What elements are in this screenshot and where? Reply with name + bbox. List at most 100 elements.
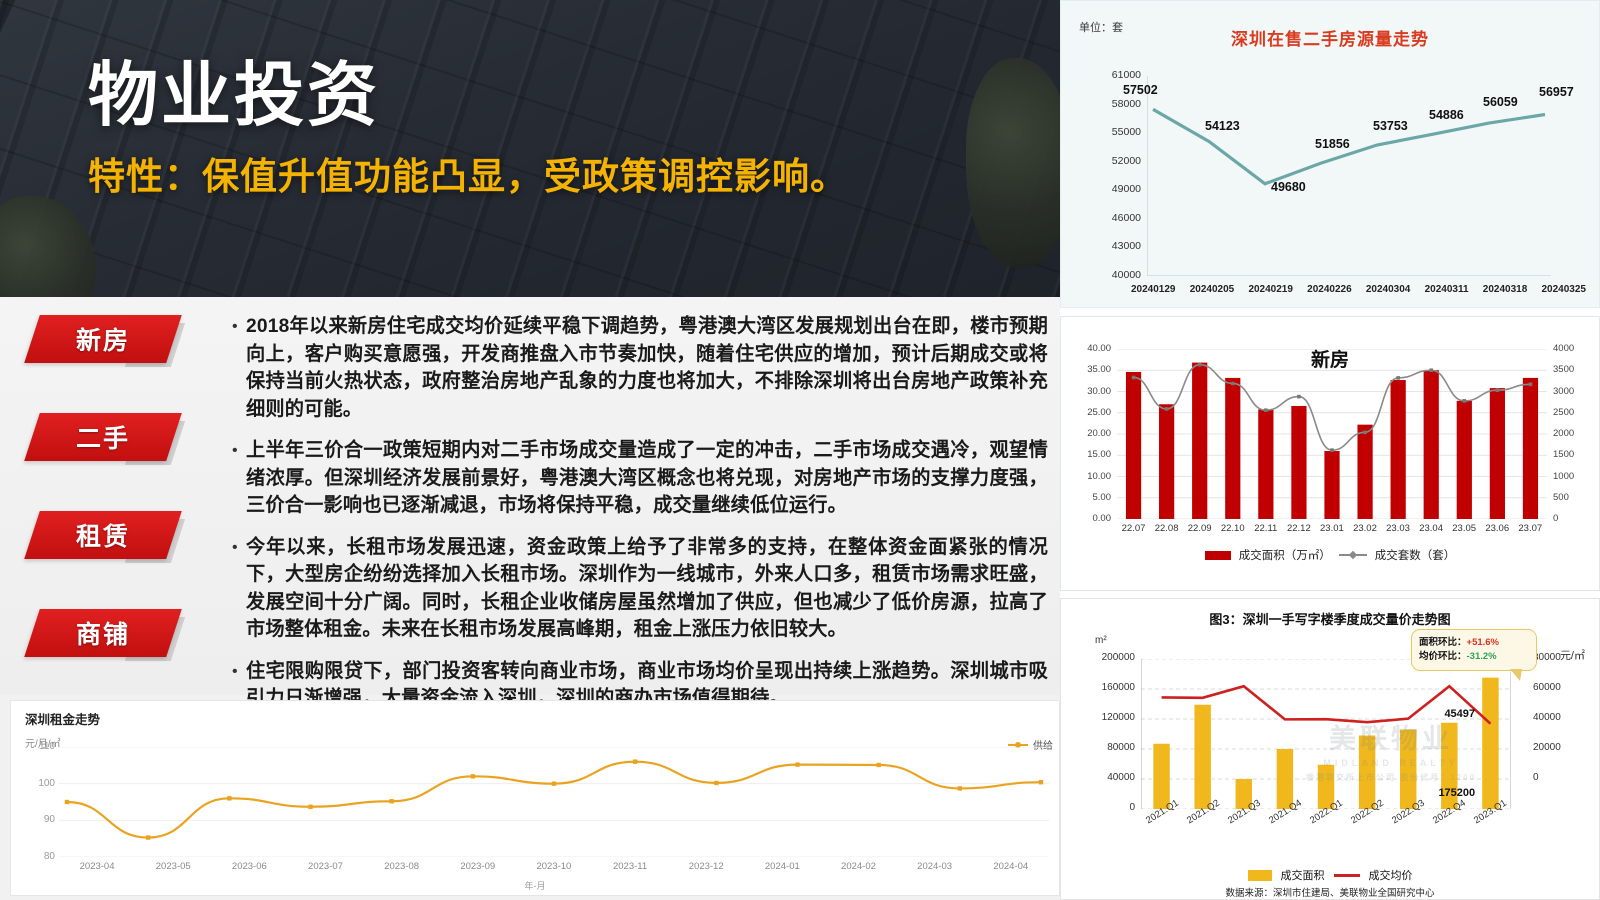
tree-right-decoration (966, 58, 1060, 268)
y-axis-tick-left: 0.00 (1092, 513, 1112, 524)
legend-line-swatch (1008, 741, 1028, 748)
y-axis-tick-left: 10.00 (1087, 470, 1111, 482)
legend-bar-swatch (1204, 550, 1231, 560)
y-axis-tick-left: 20.00 (1087, 428, 1111, 439)
rent-line-svg (59, 747, 1049, 857)
x-axis-tick: 2023-07 (308, 861, 343, 872)
y-axis-tick-right: 20000 (1533, 742, 1561, 753)
data-label: 56059 (1483, 95, 1518, 110)
data-label: 57502 (1123, 83, 1158, 98)
y-axis-tick: 90 (43, 814, 55, 826)
y-axis-tick-left: 80000 (1107, 742, 1135, 753)
x-axis-tick: 20240318 (1482, 284, 1528, 295)
callout-row-price: 均价环比：-31.2% (1419, 650, 1529, 664)
legend-label-price: 成交均价 (1368, 870, 1413, 882)
data-label: 53753 (1373, 119, 1408, 134)
hero-overlay (0, 0, 1060, 297)
x-axis-tick: 23.03 (1386, 523, 1410, 534)
bullet-marker-icon: • (232, 538, 238, 556)
x-axis-tick: 22.11 (1254, 523, 1278, 534)
chart-title: 深圳租金走势 (25, 713, 101, 727)
callout-row-area: 面积环比：+51.6% (1419, 636, 1529, 650)
x-axis-title: 年-月 (524, 881, 546, 891)
tag-label: 二手 (75, 425, 130, 453)
y-axis-tick: 110 (39, 741, 55, 752)
tag-item-rental[interactable]: 租赁 (0, 505, 218, 603)
y-axis-tick: 80 (43, 851, 55, 862)
chart-legend[interactable]: 成交面积 成交均价 (1061, 867, 1599, 883)
bullet-marker-icon: • (232, 442, 238, 459)
bar-series (1153, 677, 1499, 809)
price-line-series (1161, 684, 1492, 725)
callout-area-label: 面积环比： (1419, 637, 1467, 648)
office-combo-svg (1141, 659, 1511, 809)
legend-label-area: 成交面积 (1280, 870, 1325, 882)
x-axis-tick: 23.06 (1485, 523, 1510, 534)
bullet-list: • 2018年以来新房住宅成交均价延续平稳下调趋势，粤港澳大湾区发展规划出台在即… (228, 313, 1048, 727)
x-axis-tick: 23.04 (1419, 523, 1443, 534)
chart-plot-area (1117, 349, 1547, 519)
tag-label: 商铺 (75, 621, 130, 649)
x-axis-tick: 2024-01 (764, 861, 800, 872)
category-tag-list: 新房 二手 租赁 商铺 (0, 309, 218, 701)
legend-label-area: 成交面积（万㎡） (1238, 550, 1331, 562)
y-axis-tick-right: 4000 (1553, 343, 1575, 354)
chart-source-note: 数据来源：深圳市住建局、美联物业全国研究中心 (1225, 888, 1435, 899)
page-subtitle: 特性：保值升值功能凸显，受政策调控影响。 (88, 156, 848, 198)
left-column: 物业投资 特性：保值升值功能凸显，受政策调控影响。 新房 二手 (0, 0, 1060, 900)
y-axis-tick: 58000 (1111, 97, 1141, 110)
y-axis-tick-right: 1000 (1553, 470, 1575, 482)
chart-title: 深圳在售二手房源量走势 (1231, 30, 1429, 49)
x-axis-tick: 2023-08 (384, 861, 420, 872)
rent-line-series (66, 760, 1042, 839)
office-quarterly-chart: 图3：深圳一手写字楼季度成交量价走势图 m² 元/㎡ 200000 160000 1… (1060, 598, 1600, 900)
chart-y-unit-label: 元/月/㎡ (25, 739, 61, 750)
y-axis-tick-right: 0 (1533, 772, 1539, 783)
list-item: • 上半年三价合一政策短期内对二手市场成交量造成了一定的冲击，二手市场成交遇冷，… (228, 437, 1048, 520)
x-axis-labels: 2023-04 2023-05 2023-06 2023-07 2023-08 2023-… (59, 861, 1049, 872)
x-axis-tick: 20240129 (1131, 284, 1176, 295)
listings-line-series (1152, 107, 1546, 186)
y-axis-tick-left: 120000 (1101, 712, 1135, 723)
y-axis-tick-right: 80000 (1533, 652, 1561, 663)
y-axis-tick: 61000 (1111, 69, 1141, 81)
x-axis-tick: 2024-04 (993, 861, 1029, 872)
y-axis-tick-right: 3500 (1553, 364, 1575, 376)
rent-data-points (64, 759, 1044, 840)
unit-label-right: 元/㎡ (1559, 650, 1585, 662)
x-axis-tick: 23.05 (1452, 523, 1477, 534)
x-axis-tick: 20240219 (1248, 284, 1293, 295)
unit-label-left: m² (1095, 635, 1107, 646)
x-axis-tick: 20240311 (1424, 284, 1469, 295)
hero-text-block: 物业投资 特性：保值升值功能凸显，受政策调控影响。 (88, 58, 848, 200)
y-axis-tick: 52000 (1111, 154, 1141, 167)
tag-item-shop[interactable]: 商铺 (0, 603, 218, 701)
data-label: 54886 (1429, 108, 1464, 123)
chart-plot-area (59, 747, 1049, 857)
x-axis-tick: 2023-11 (612, 861, 648, 872)
x-axis-tick: 20240205 (1189, 284, 1235, 295)
chart-gridlines (59, 747, 1049, 857)
y-axis-tick-left: 5.00 (1092, 491, 1112, 503)
x-axis-tick: 2023-12 (688, 861, 724, 872)
y-axis-tick-right: 3000 (1553, 385, 1575, 397)
x-axis-tick: 2024-02 (841, 861, 876, 872)
data-label-area: 175200 (1438, 787, 1476, 799)
building-photo (0, 0, 1060, 297)
x-axis-tick: 22.08 (1154, 523, 1179, 534)
x-axis-tick: 2023-09 (460, 861, 496, 872)
line-markers (1131, 362, 1533, 452)
x-axis-labels: 22.07 22.08 22.09 22.10 22.11 22.12 23.01 23.02… (1117, 523, 1547, 534)
tag-item-second-hand[interactable]: 二手 (0, 407, 218, 505)
y-axis-tick: 40000 (1111, 269, 1141, 281)
tag-item-new-house[interactable]: 新房 (0, 309, 218, 407)
bullet-marker-icon: • (232, 318, 238, 335)
content-area: 新房 二手 租赁 商铺 (0, 297, 1060, 709)
y-axis-tick-left: 40000 (1107, 772, 1135, 783)
x-axis-tick: 2023-10 (536, 861, 572, 872)
data-label: 49680 (1271, 179, 1306, 194)
xinfang-combo-chart: 新房 40.00 35.00 30.00 25.00 20.00 15.00 10.00 5.… (1060, 316, 1600, 591)
x-axis-tick: 23.02 (1353, 523, 1377, 534)
chart-legend[interactable]: 成交面积（万㎡） 成交套数（套） (1061, 547, 1599, 563)
x-axis-tick: 2024-03 (917, 861, 953, 872)
